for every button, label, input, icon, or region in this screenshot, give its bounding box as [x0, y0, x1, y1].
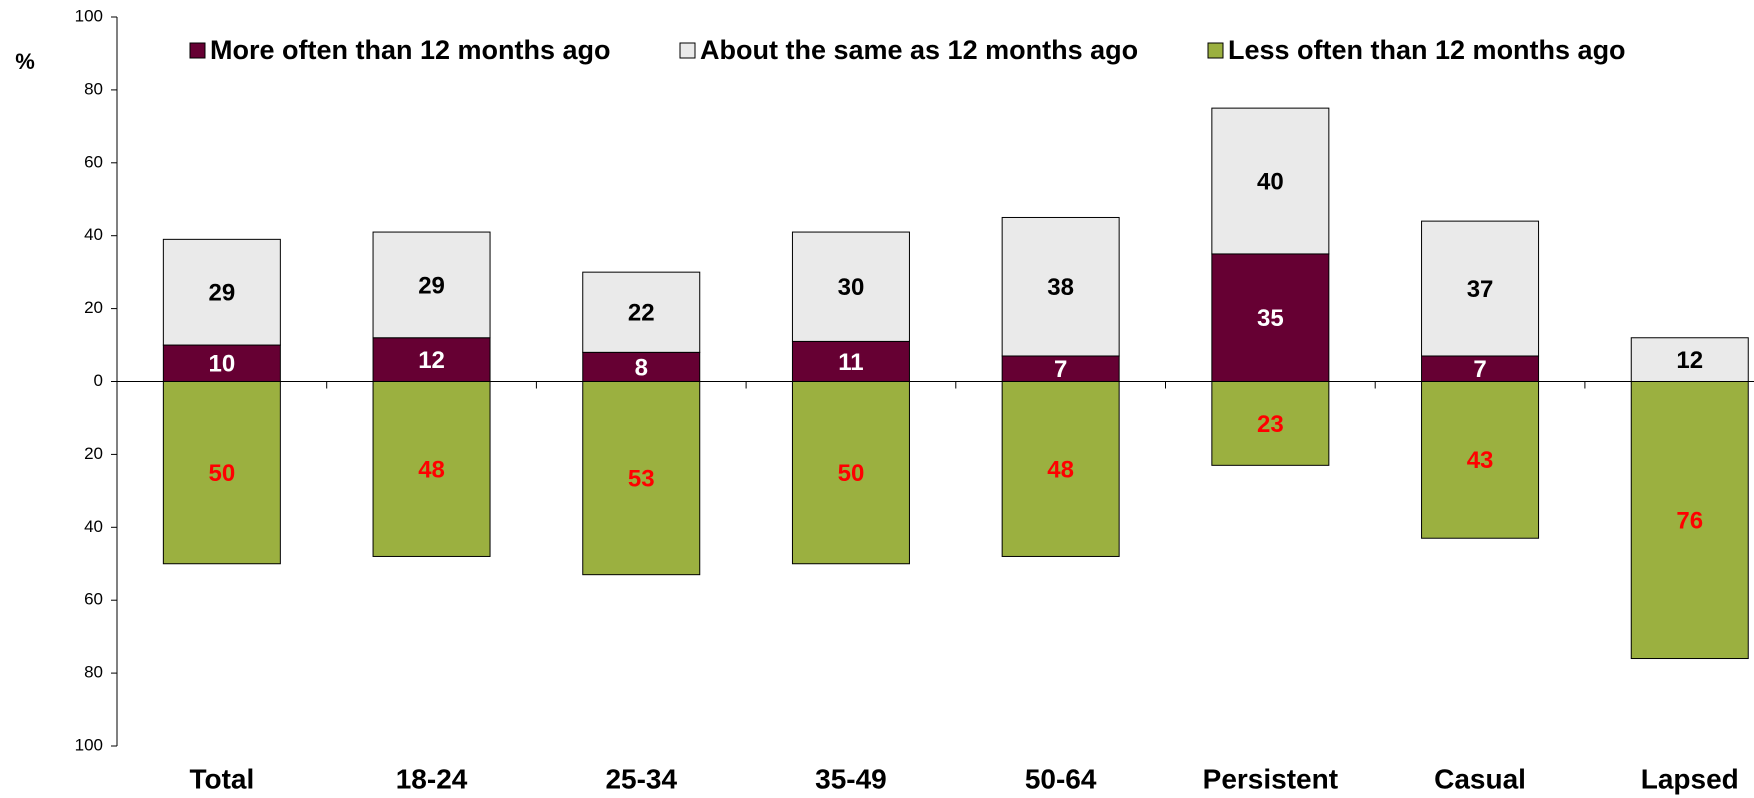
bar-segment: [1630, 337, 1749, 383]
legend-swatch: [1207, 42, 1224, 59]
x-tick-label: Total: [189, 763, 254, 794]
bar-segment: [1421, 220, 1540, 357]
y-tick-label: 20: [84, 444, 103, 463]
data-label: 8: [635, 354, 648, 381]
bar-segment: [1630, 381, 1749, 660]
legend-swatch: [679, 42, 696, 59]
data-label: 48: [418, 456, 445, 483]
data-label: 50: [208, 460, 235, 487]
y-tick-label: 80: [84, 663, 103, 682]
data-label: 10: [208, 351, 235, 378]
x-tick-label: Casual: [1434, 763, 1526, 794]
x-tick-label: 50-64: [1025, 763, 1097, 794]
bar-segment: [372, 231, 491, 339]
y-axis-label: %: [15, 49, 35, 74]
y-tick-label: 20: [84, 298, 103, 317]
data-label: 22: [628, 300, 655, 327]
data-label: 7: [1473, 356, 1486, 383]
data-label: 35: [1257, 305, 1284, 332]
data-label: 29: [208, 280, 235, 307]
y-tick-label: 40: [84, 517, 103, 536]
data-label: 30: [838, 274, 865, 301]
y-tick-label: 0: [94, 371, 103, 390]
data-label: 12: [1676, 347, 1703, 374]
bar-segment: [791, 381, 910, 565]
data-label: 76: [1676, 507, 1703, 534]
legend-swatch: [189, 42, 206, 59]
bar-segment: [1421, 381, 1540, 539]
x-tick-label: Persistent: [1203, 763, 1338, 794]
x-tick-label: 18-24: [396, 763, 468, 794]
x-tick-label: 25-34: [605, 763, 677, 794]
y-tick-label: 60: [84, 152, 103, 171]
bar-segment: [582, 351, 701, 382]
bar-segment: [1211, 381, 1330, 466]
y-tick-label: 60: [84, 590, 103, 609]
bar-segment: [1211, 107, 1330, 255]
y-tick-label: 100: [75, 735, 103, 754]
data-label: 53: [628, 465, 655, 492]
data-label: 23: [1257, 411, 1284, 438]
bar-segment: [162, 238, 281, 346]
bar-segment: [372, 381, 491, 557]
y-tick-label: 40: [84, 225, 103, 244]
data-label: 11: [838, 349, 863, 376]
data-label: 40: [1257, 168, 1284, 195]
data-label: 50: [838, 460, 865, 487]
bar-segment: [1421, 355, 1540, 382]
bar-segment: [162, 344, 281, 382]
data-label: 37: [1467, 276, 1494, 303]
x-tick-label: 35-49: [815, 763, 887, 794]
legend-label: About the same as 12 months ago: [700, 35, 1138, 65]
data-label: 43: [1467, 447, 1494, 474]
bar-segment: [1211, 253, 1330, 382]
bar-segment: [791, 231, 910, 342]
legend-label: Less often than 12 months ago: [1228, 35, 1626, 65]
data-label: 48: [1047, 456, 1074, 483]
data-label: 29: [418, 272, 445, 299]
bar-segment: [1001, 381, 1120, 557]
bar-segment: [791, 340, 910, 382]
bar-segment: [582, 271, 701, 353]
y-tick-label: 80: [84, 79, 103, 98]
data-label: 12: [418, 347, 445, 374]
bar-segment: [1001, 216, 1120, 357]
data-label: 38: [1047, 274, 1074, 301]
y-tick-label: 100: [75, 6, 103, 25]
x-tick-label: Lapsed: [1641, 763, 1739, 794]
data-label: 7: [1054, 356, 1067, 383]
legend-label: More often than 12 months ago: [210, 35, 611, 65]
